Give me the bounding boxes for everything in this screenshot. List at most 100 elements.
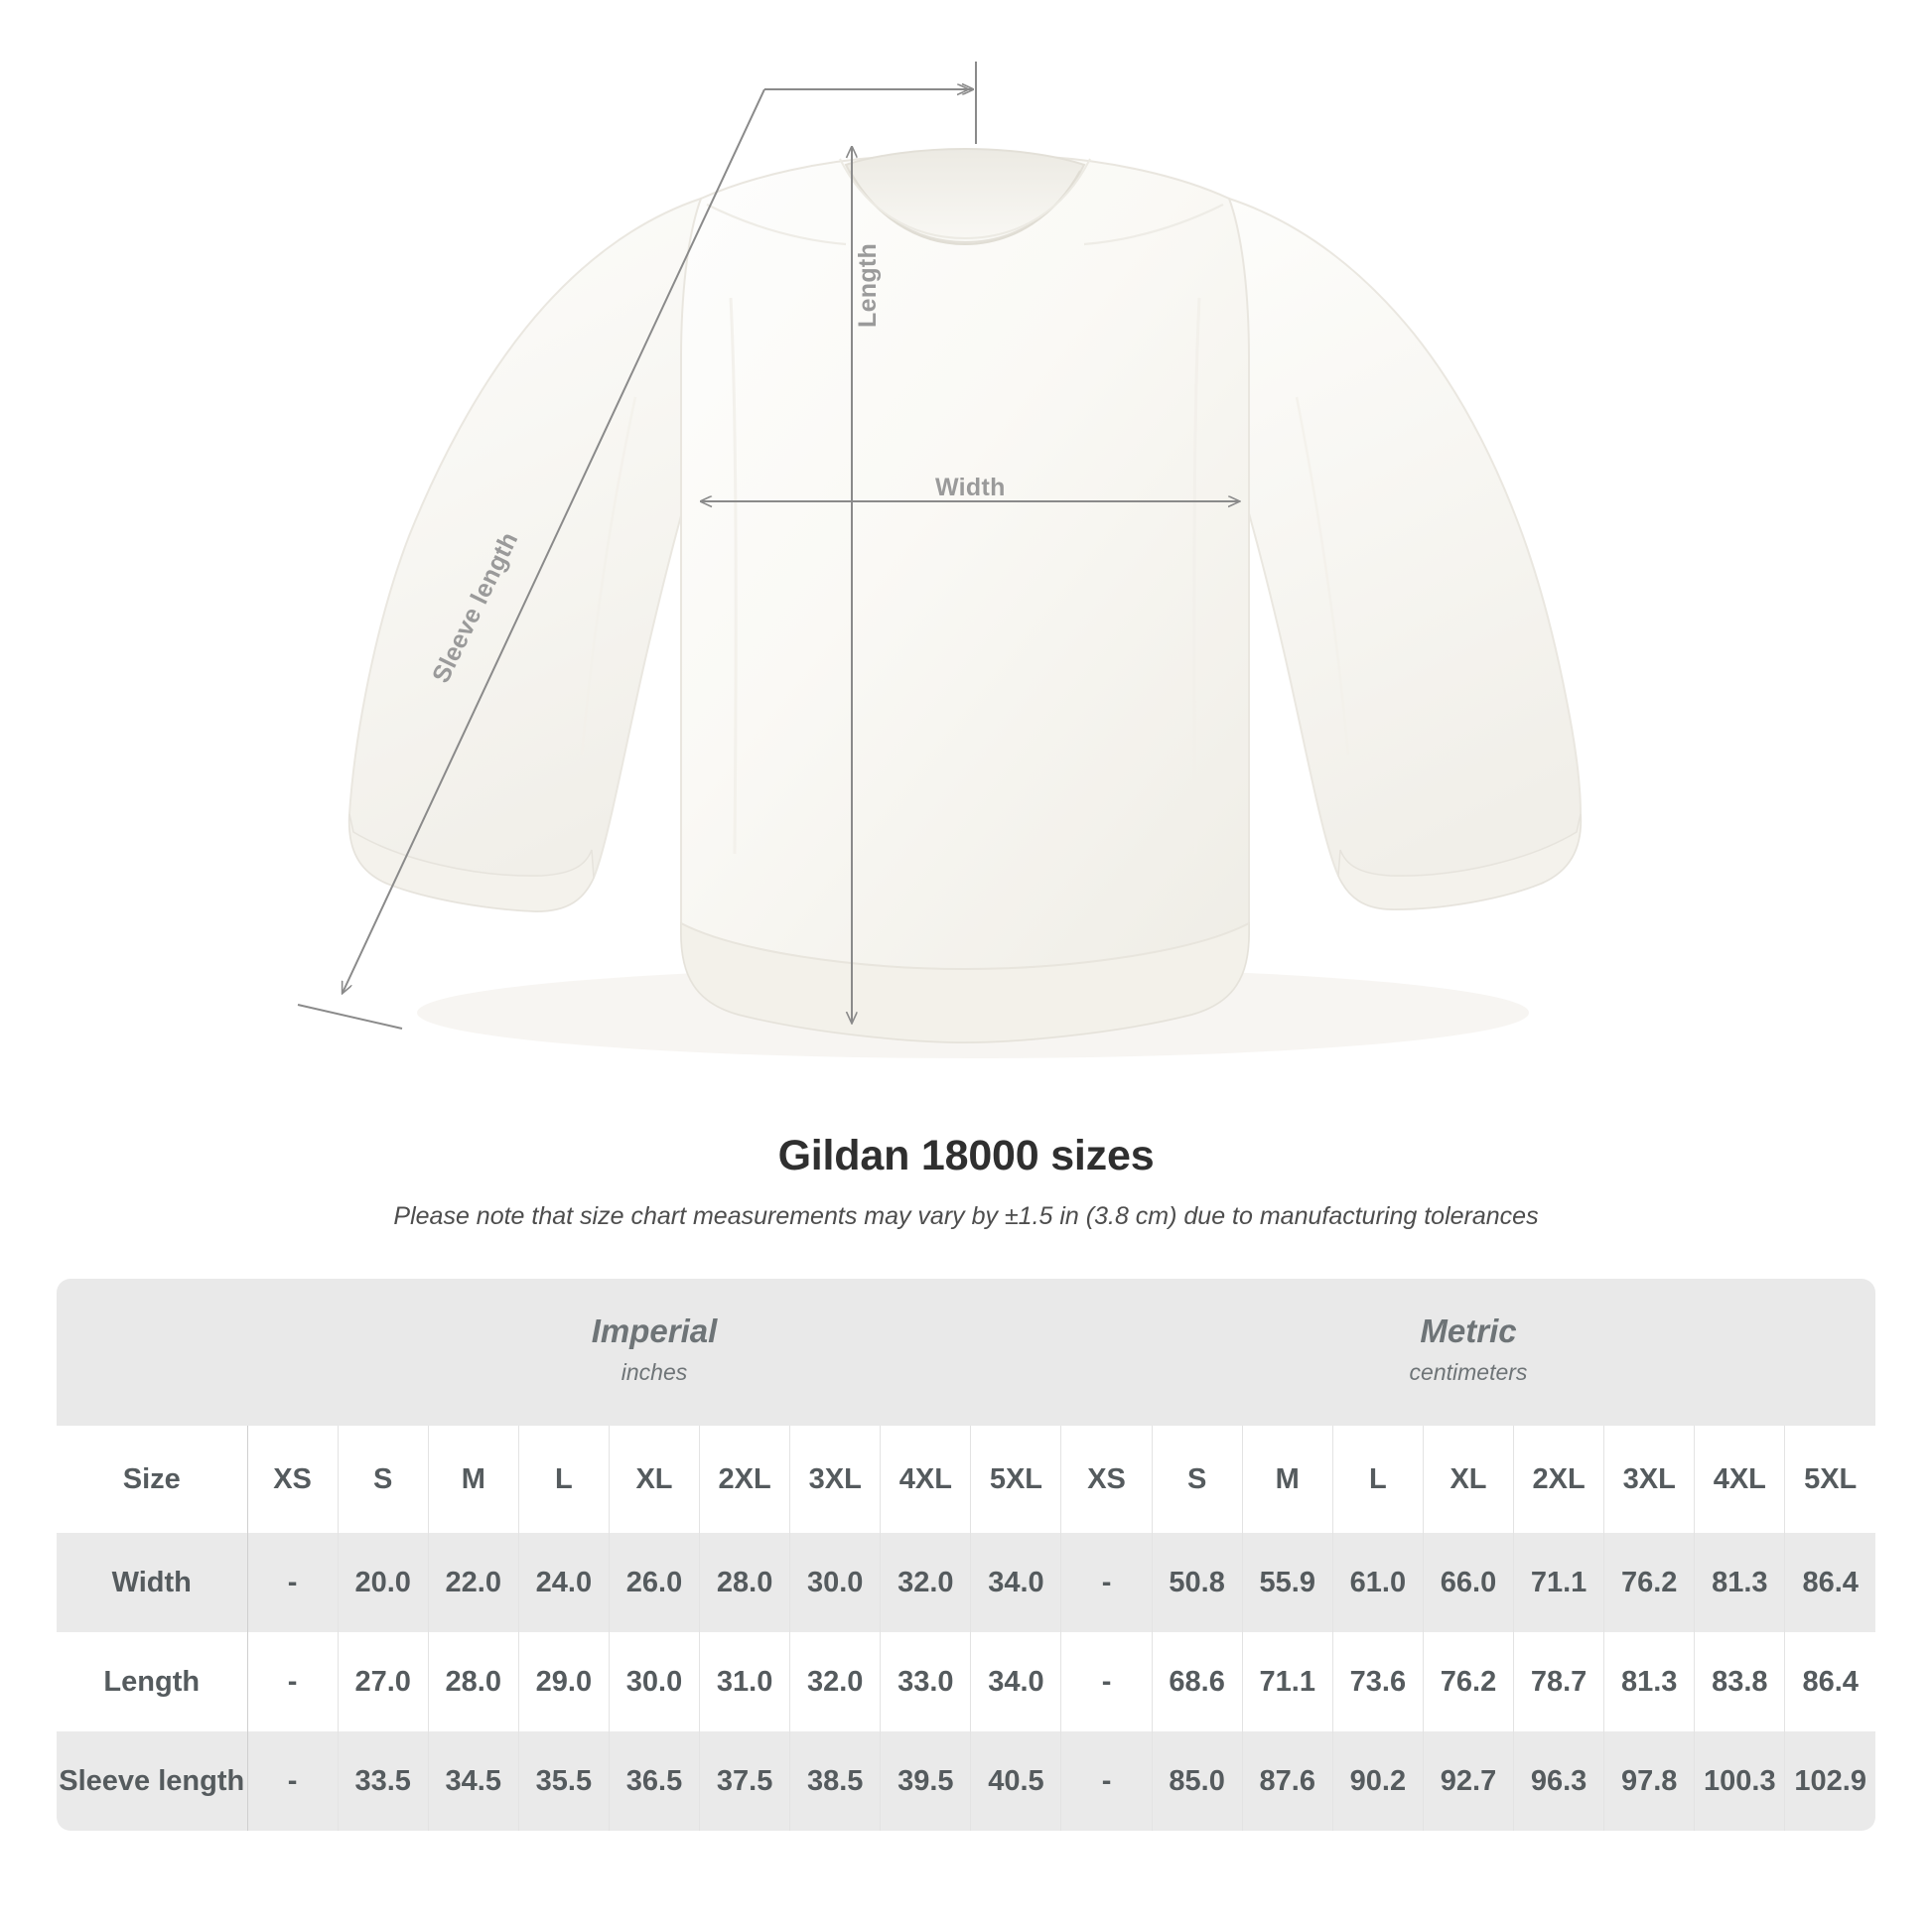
cell-length-imperial-s: 27.0 bbox=[338, 1632, 429, 1731]
cell-width-imperial-l: 24.0 bbox=[518, 1533, 610, 1632]
cell-length-imperial-2xl: 31.0 bbox=[699, 1632, 791, 1731]
size-header-imperial-xl: XL bbox=[609, 1426, 701, 1533]
cell-length-imperial-xs: - bbox=[247, 1632, 339, 1731]
size-header-imperial-4xl: 4XL bbox=[880, 1426, 972, 1533]
cell-length-metric-l: 73.6 bbox=[1332, 1632, 1424, 1731]
table-row-width: Width - 20.0 22.0 24.0 26.0 28.0 30.0 32… bbox=[57, 1533, 1875, 1632]
cell-sleeve-imperial-4xl: 39.5 bbox=[880, 1731, 972, 1831]
cell-length-imperial-3xl: 32.0 bbox=[789, 1632, 882, 1731]
cell-width-metric-xl: 66.0 bbox=[1423, 1533, 1515, 1632]
size-header-imperial-5xl: 5XL bbox=[970, 1426, 1062, 1533]
unit-header-spacer bbox=[57, 1279, 247, 1426]
length-measurement-label: Length bbox=[854, 242, 882, 328]
size-header-label: Size bbox=[57, 1426, 248, 1533]
width-measurement-label: Width bbox=[935, 474, 1006, 501]
cell-sleeve-imperial-s: 33.5 bbox=[338, 1731, 429, 1831]
cell-sleeve-metric-5xl: 102.9 bbox=[1784, 1731, 1875, 1831]
cell-width-imperial-2xl: 28.0 bbox=[699, 1533, 791, 1632]
cell-sleeve-metric-l: 90.2 bbox=[1332, 1731, 1424, 1831]
cell-length-metric-4xl: 83.8 bbox=[1694, 1632, 1786, 1731]
sweatshirt-shape bbox=[347, 147, 1583, 1044]
size-header-metric-xl: XL bbox=[1423, 1426, 1515, 1533]
cell-length-metric-5xl: 86.4 bbox=[1784, 1632, 1875, 1731]
page-title: Gildan 18000 sizes bbox=[777, 1132, 1155, 1179]
cell-width-imperial-xs: - bbox=[247, 1533, 339, 1632]
size-header-imperial-l: L bbox=[518, 1426, 610, 1533]
size-header-metric-5xl: 5XL bbox=[1784, 1426, 1875, 1533]
cell-sleeve-imperial-xl: 36.5 bbox=[609, 1731, 701, 1831]
measurement-lines bbox=[297, 62, 1239, 1030]
cell-width-metric-l: 61.0 bbox=[1332, 1533, 1424, 1632]
cell-length-imperial-xl: 30.0 bbox=[609, 1632, 701, 1731]
tolerance-note: Please note that size chart measurements… bbox=[393, 1202, 1539, 1230]
size-chart-table-wrapper: Imperial inches Metric centimeters Size … bbox=[57, 1279, 1875, 1831]
unit-sub-imperial: inches bbox=[621, 1359, 688, 1385]
cell-sleeve-metric-xs: - bbox=[1060, 1731, 1153, 1831]
cell-width-metric-m: 55.9 bbox=[1242, 1533, 1333, 1632]
cell-sleeve-metric-m: 87.6 bbox=[1242, 1731, 1333, 1831]
cell-sleeve-imperial-m: 34.5 bbox=[428, 1731, 519, 1831]
table-row-length: Length - 27.0 28.0 29.0 30.0 31.0 32.0 3… bbox=[57, 1632, 1875, 1731]
cell-width-imperial-xl: 26.0 bbox=[609, 1533, 701, 1632]
cell-length-metric-s: 68.6 bbox=[1152, 1632, 1243, 1731]
unit-sub-metric: centimeters bbox=[1409, 1359, 1528, 1385]
cell-width-metric-xs: - bbox=[1060, 1533, 1153, 1632]
table-row-sleeve-length: Sleeve length - 33.5 34.5 35.5 36.5 37.5… bbox=[57, 1731, 1875, 1831]
size-header-metric-4xl: 4XL bbox=[1694, 1426, 1786, 1533]
cell-width-imperial-5xl: 34.0 bbox=[970, 1533, 1062, 1632]
cell-length-metric-xs: - bbox=[1060, 1632, 1153, 1731]
right-shoulder-seam bbox=[1083, 204, 1224, 246]
size-header-metric-2xl: 2XL bbox=[1513, 1426, 1605, 1533]
cell-sleeve-metric-2xl: 96.3 bbox=[1513, 1731, 1605, 1831]
cell-sleeve-metric-3xl: 97.8 bbox=[1603, 1731, 1696, 1831]
cell-width-metric-4xl: 81.3 bbox=[1694, 1533, 1786, 1632]
size-header-row: Size XS S M L XL 2XL 3XL 4XL 5XL XS S M … bbox=[57, 1426, 1875, 1533]
cell-length-metric-2xl: 78.7 bbox=[1513, 1632, 1605, 1731]
unit-name-metric: Metric bbox=[1420, 1312, 1517, 1349]
cell-length-metric-3xl: 81.3 bbox=[1603, 1632, 1696, 1731]
cell-sleeve-metric-s: 85.0 bbox=[1152, 1731, 1243, 1831]
size-chart-table: Imperial inches Metric centimeters Size … bbox=[57, 1279, 1875, 1831]
unit-header-metric: Metric centimeters bbox=[1060, 1279, 1875, 1426]
cell-width-metric-s: 50.8 bbox=[1152, 1533, 1243, 1632]
unit-header-imperial: Imperial inches bbox=[247, 1279, 1061, 1426]
cell-sleeve-imperial-3xl: 38.5 bbox=[789, 1731, 882, 1831]
sleeve-length-line bbox=[297, 62, 977, 1030]
right-cuff bbox=[1337, 813, 1582, 910]
row-label-sleeve-length: Sleeve length bbox=[57, 1731, 248, 1831]
size-header-imperial-xs: XS bbox=[247, 1426, 339, 1533]
cell-length-imperial-m: 28.0 bbox=[428, 1632, 519, 1731]
cell-length-metric-xl: 76.2 bbox=[1423, 1632, 1515, 1731]
cell-sleeve-imperial-2xl: 37.5 bbox=[699, 1731, 791, 1831]
cell-width-imperial-4xl: 32.0 bbox=[880, 1533, 972, 1632]
title-block: Gildan 18000 sizes Please note that size… bbox=[0, 1132, 1932, 1231]
size-header-metric-l: L bbox=[1332, 1426, 1424, 1533]
cell-sleeve-imperial-5xl: 40.5 bbox=[970, 1731, 1062, 1831]
cell-sleeve-metric-4xl: 100.3 bbox=[1694, 1731, 1786, 1831]
size-header-imperial-3xl: 3XL bbox=[789, 1426, 882, 1533]
collar bbox=[844, 147, 1086, 244]
cell-length-metric-m: 71.1 bbox=[1242, 1632, 1333, 1731]
cell-width-imperial-m: 22.0 bbox=[428, 1533, 519, 1632]
cell-length-imperial-5xl: 34.0 bbox=[970, 1632, 1062, 1731]
unit-name-imperial: Imperial bbox=[591, 1312, 718, 1349]
size-header-imperial-2xl: 2XL bbox=[699, 1426, 791, 1533]
left-cuff bbox=[348, 813, 595, 912]
cell-width-metric-2xl: 71.1 bbox=[1513, 1533, 1605, 1632]
cell-sleeve-imperial-l: 35.5 bbox=[518, 1731, 610, 1831]
size-header-imperial-m: M bbox=[428, 1426, 519, 1533]
cell-length-imperial-4xl: 33.0 bbox=[880, 1632, 972, 1731]
cell-width-imperial-s: 20.0 bbox=[338, 1533, 429, 1632]
cell-sleeve-imperial-xs: - bbox=[247, 1731, 339, 1831]
cell-width-metric-5xl: 86.4 bbox=[1784, 1533, 1875, 1632]
row-label-length: Length bbox=[57, 1632, 248, 1731]
size-header-metric-xs: XS bbox=[1060, 1426, 1153, 1533]
size-header-metric-s: S bbox=[1152, 1426, 1243, 1533]
unit-header-row: Imperial inches Metric centimeters bbox=[57, 1279, 1875, 1426]
left-shoulder-seam bbox=[706, 204, 847, 246]
cell-sleeve-metric-xl: 92.7 bbox=[1423, 1731, 1515, 1831]
sweatshirt-diagram bbox=[297, 62, 1583, 1058]
size-header-metric-3xl: 3XL bbox=[1603, 1426, 1696, 1533]
garment-illustration: Width Length Sleeve length bbox=[297, 62, 1583, 1058]
cell-length-imperial-l: 29.0 bbox=[518, 1632, 610, 1731]
